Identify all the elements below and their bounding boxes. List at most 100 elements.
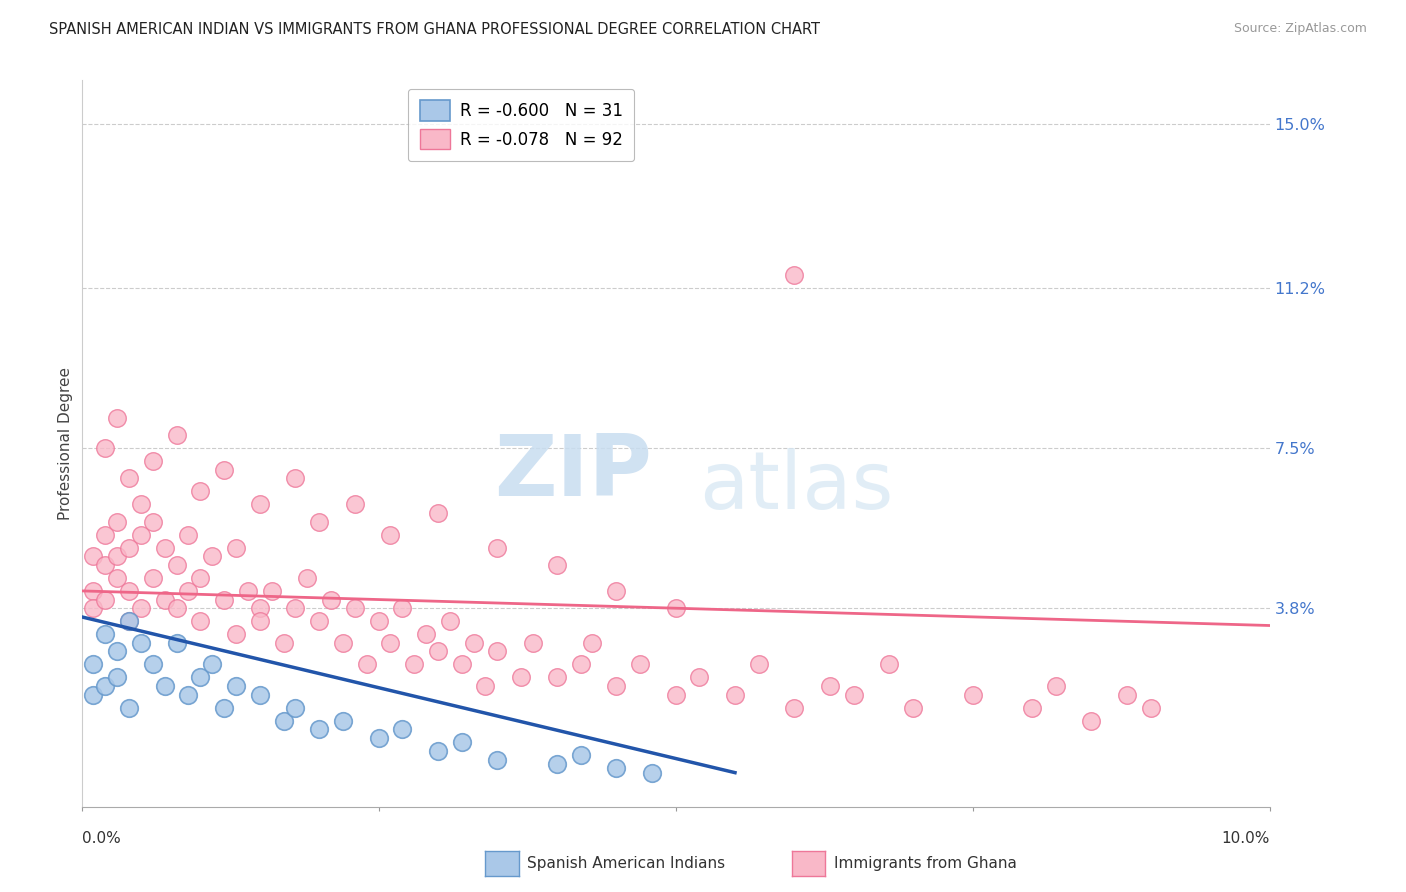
Point bbox=[212, 592, 235, 607]
Point bbox=[605, 679, 627, 693]
Point bbox=[426, 644, 449, 658]
Point bbox=[94, 679, 117, 693]
Point bbox=[343, 601, 366, 615]
Point bbox=[142, 657, 165, 672]
Point bbox=[486, 753, 509, 767]
Point bbox=[105, 644, 128, 658]
Point bbox=[783, 268, 806, 282]
Point bbox=[962, 688, 984, 702]
Point bbox=[153, 679, 176, 693]
Point bbox=[212, 463, 235, 477]
Point bbox=[82, 657, 104, 672]
Point bbox=[249, 614, 271, 628]
Point bbox=[641, 765, 664, 780]
Point bbox=[166, 636, 188, 650]
Point bbox=[332, 714, 354, 728]
Point bbox=[783, 700, 806, 714]
Point bbox=[391, 601, 413, 615]
Y-axis label: Professional Degree: Professional Degree bbox=[58, 368, 73, 520]
Point bbox=[236, 583, 259, 598]
Point bbox=[688, 670, 710, 684]
Point bbox=[105, 571, 128, 585]
Point bbox=[94, 527, 117, 541]
Text: Immigrants from Ghana: Immigrants from Ghana bbox=[834, 856, 1017, 871]
Point bbox=[332, 636, 354, 650]
Point bbox=[94, 627, 117, 641]
Point bbox=[1116, 688, 1139, 702]
Point bbox=[404, 657, 426, 672]
Text: 10.0%: 10.0% bbox=[1222, 831, 1270, 846]
Point bbox=[105, 670, 128, 684]
Point bbox=[82, 583, 104, 598]
Point bbox=[842, 688, 865, 702]
Legend: R = -0.600   N = 31, R = -0.078   N = 92: R = -0.600 N = 31, R = -0.078 N = 92 bbox=[408, 88, 634, 161]
Text: ZIP: ZIP bbox=[494, 432, 652, 515]
Point bbox=[94, 558, 117, 572]
Text: Source: ZipAtlas.com: Source: ZipAtlas.com bbox=[1233, 22, 1367, 36]
Point bbox=[118, 614, 141, 628]
Text: atlas: atlas bbox=[699, 449, 894, 526]
Point bbox=[201, 657, 224, 672]
Point bbox=[605, 761, 627, 775]
Point bbox=[188, 484, 211, 499]
Point bbox=[188, 670, 211, 684]
Point bbox=[82, 549, 104, 564]
Point bbox=[177, 688, 200, 702]
Point bbox=[308, 723, 330, 737]
Point bbox=[94, 592, 117, 607]
Point bbox=[510, 670, 533, 684]
Point bbox=[284, 601, 307, 615]
Point bbox=[225, 627, 247, 641]
Point bbox=[188, 571, 211, 585]
Point bbox=[1139, 700, 1161, 714]
Point bbox=[450, 657, 472, 672]
Point bbox=[391, 723, 413, 737]
Point bbox=[82, 688, 104, 702]
Point bbox=[903, 700, 925, 714]
Point bbox=[818, 679, 841, 693]
Point bbox=[212, 700, 235, 714]
Point bbox=[249, 688, 271, 702]
Point bbox=[142, 571, 165, 585]
Point bbox=[273, 714, 295, 728]
Point bbox=[249, 601, 271, 615]
Point bbox=[486, 644, 509, 658]
Point bbox=[450, 735, 472, 749]
Point bbox=[297, 571, 319, 585]
Point bbox=[118, 541, 141, 555]
Point bbox=[105, 410, 128, 425]
Point bbox=[664, 688, 686, 702]
Point bbox=[249, 497, 271, 511]
Point bbox=[142, 515, 165, 529]
Text: Spanish American Indians: Spanish American Indians bbox=[527, 856, 725, 871]
Point bbox=[118, 700, 141, 714]
Point bbox=[166, 601, 188, 615]
Point bbox=[1045, 679, 1067, 693]
Point bbox=[581, 636, 603, 650]
Point bbox=[1080, 714, 1102, 728]
Point bbox=[284, 471, 307, 485]
Point bbox=[748, 657, 770, 672]
Point bbox=[308, 515, 330, 529]
Point bbox=[426, 506, 449, 520]
Point bbox=[118, 614, 141, 628]
Point bbox=[546, 558, 568, 572]
Point bbox=[118, 471, 141, 485]
Point bbox=[319, 592, 342, 607]
Point bbox=[177, 583, 200, 598]
Point bbox=[522, 636, 544, 650]
Point bbox=[569, 748, 592, 763]
Point bbox=[225, 541, 247, 555]
Point bbox=[129, 497, 152, 511]
Point bbox=[166, 558, 188, 572]
Point bbox=[463, 636, 485, 650]
Point bbox=[153, 541, 176, 555]
Point bbox=[546, 670, 568, 684]
Point bbox=[426, 744, 449, 758]
Point bbox=[129, 636, 152, 650]
Point bbox=[284, 700, 307, 714]
Point bbox=[628, 657, 651, 672]
Point bbox=[664, 601, 686, 615]
Point bbox=[380, 636, 402, 650]
Point bbox=[356, 657, 378, 672]
